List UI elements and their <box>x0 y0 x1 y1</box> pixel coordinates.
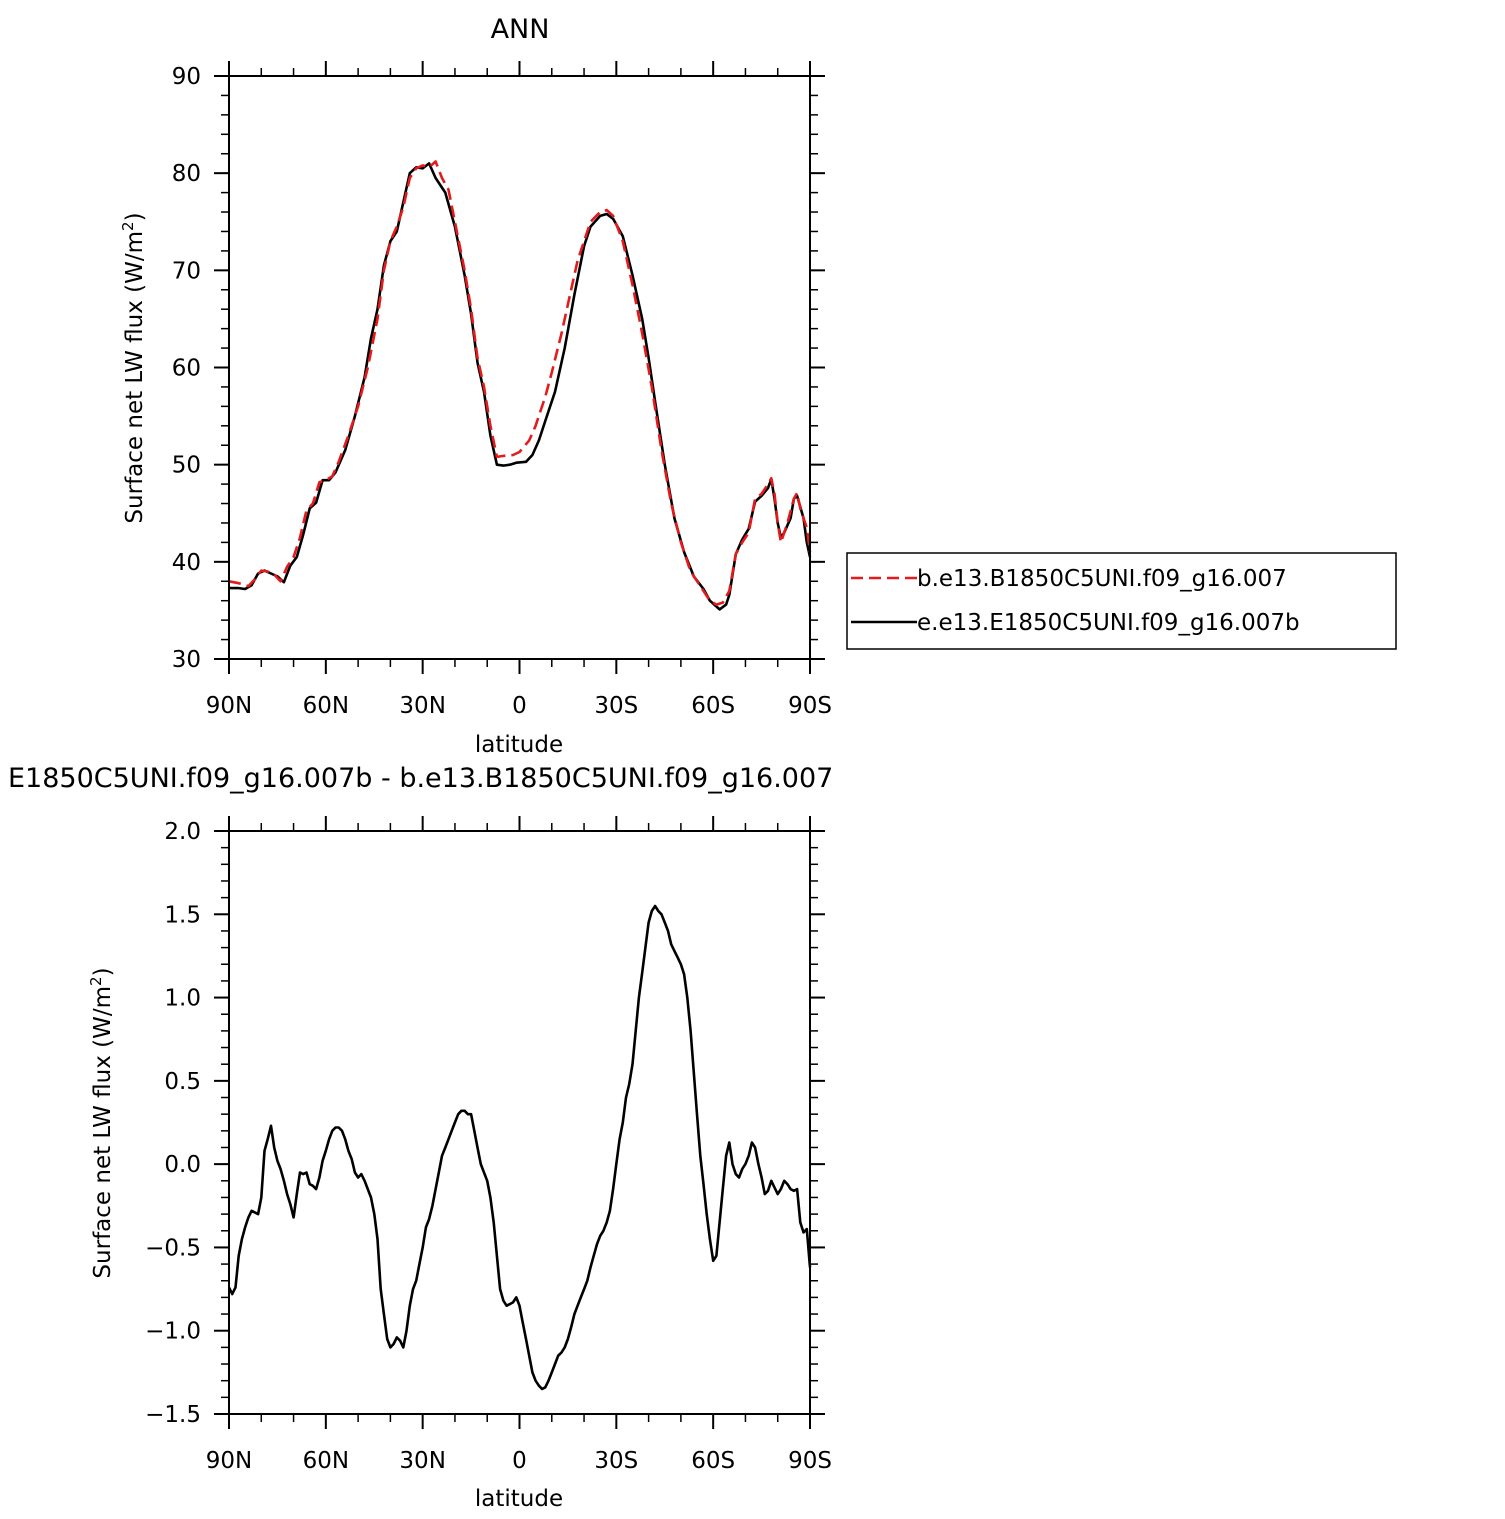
bottom-x-tick-label: 90S <box>788 1448 832 1474</box>
bottom-y-tick-label: 2.0 <box>164 819 201 845</box>
legend-label-2: e.e13.E1850C5UNI.f09_g16.007b <box>917 610 1300 636</box>
legend: b.e13.B1850C5UNI.f09_g16.007 e.e13.E1850… <box>846 552 1397 650</box>
top-series-line-2 <box>229 162 812 611</box>
bottom-plot-frame <box>228 830 811 1415</box>
top-axes: 90N 60N 30N 0 30S 60S 90S 30 40 50 60 70 80 90 <box>172 61 832 719</box>
bottom-chart-title: E1850C5UNI.f09_g16.007b - b.e13.B1850C5U… <box>8 763 833 794</box>
top-x-tick-label: 0 <box>512 693 527 719</box>
bottom-y-tick-label: −1.5 <box>145 1402 201 1428</box>
top-y-tick-label: 30 <box>172 647 201 673</box>
top-y-tick-label: 70 <box>172 258 201 284</box>
top-plot-frame <box>228 75 811 660</box>
bottom-x-tick-label: 0 <box>512 1448 527 1474</box>
top-series-line-1 <box>228 160 812 606</box>
top-y-axis-label: Surface net LW flux (W/m2) <box>119 212 148 523</box>
bottom-y-tick-label: 0.5 <box>164 1069 201 1095</box>
top-chart-title: ANN <box>491 14 550 45</box>
top-panel: ANN 90N 60N 30N 0 30S 60S 90S 30 40 50 60 70 80 90 la… <box>119 14 832 758</box>
legend-label-1: b.e13.B1850C5UNI.f09_g16.007 <box>917 566 1287 592</box>
bottom-series-line-1 <box>227 904 812 1391</box>
bottom-x-axis-label: latitude <box>475 1486 563 1512</box>
top-y-tick-label: 40 <box>172 550 201 576</box>
bottom-y-tick-label: −1.0 <box>145 1319 201 1345</box>
top-x-tick-label: 30S <box>594 693 638 719</box>
bottom-y-axis-label: Surface net LW flux (W/m2) <box>87 967 116 1278</box>
top-x-tick-label: 30N <box>399 693 445 719</box>
top-x-tick-label: 90S <box>788 693 832 719</box>
bottom-x-tick-label: 90N <box>206 1448 252 1474</box>
top-y-tick-label: 60 <box>172 356 201 382</box>
bottom-y-tick-label: 1.5 <box>164 902 201 928</box>
bottom-x-tick-label: 30S <box>594 1448 638 1474</box>
bottom-series-group <box>227 904 812 1391</box>
bottom-y-tick-label: 0.0 <box>164 1152 201 1178</box>
bottom-y-tick-label: −0.5 <box>145 1235 201 1261</box>
bottom-panel: E1850C5UNI.f09_g16.007b - b.e13.B1850C5U… <box>8 763 833 1512</box>
top-x-tick-label: 90N <box>206 693 252 719</box>
bottom-x-tick-label: 30N <box>399 1448 445 1474</box>
bottom-x-tick-label: 60N <box>303 1448 349 1474</box>
bottom-x-tick-label: 60S <box>691 1448 735 1474</box>
top-x-tick-label: 60S <box>691 693 735 719</box>
top-x-tick-label: 60N <box>303 693 349 719</box>
top-series-group <box>228 160 812 611</box>
top-x-axis-label: latitude <box>475 732 563 758</box>
top-y-tick-label: 80 <box>172 161 201 187</box>
bottom-y-tick-label: 1.0 <box>164 986 201 1012</box>
top-y-tick-label: 90 <box>172 64 201 90</box>
legend-box <box>846 552 1397 650</box>
top-y-tick-label: 50 <box>172 453 201 479</box>
bottom-axes: 90N 60N 30N 0 30S 60S 90S −1.5 −1.0 −0.5 0.0 0.5 1.0… <box>145 816 832 1474</box>
